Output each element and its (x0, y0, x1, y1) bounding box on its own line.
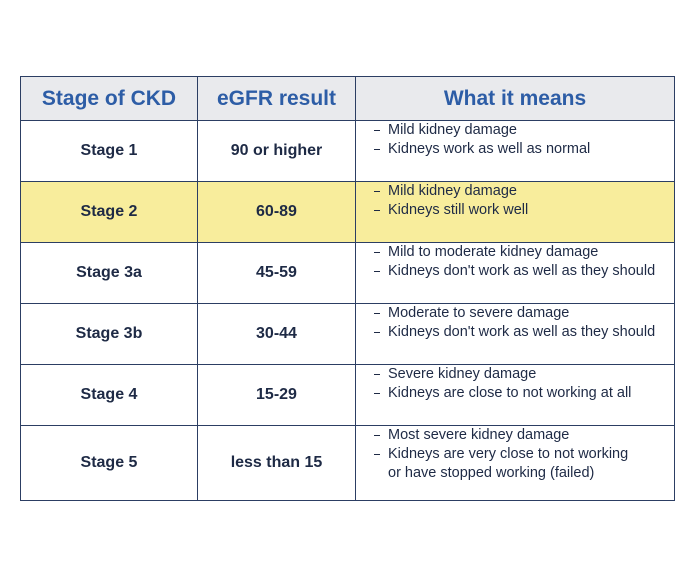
bullet-dash (374, 130, 380, 131)
bullet-dash (374, 313, 380, 314)
header-text: eGFR result (216, 86, 337, 110)
header-text: Stage of CKD (41, 86, 177, 110)
ckd-table: Stage of CKD eGFR result What it means Stag… (20, 76, 675, 501)
stage-cell: Stage 3a (21, 243, 198, 304)
meaning-item: Kidneys don't work as well as they shoul… (374, 323, 655, 342)
meaning-cell: Severe kidney damage Kidneys are close to… (356, 365, 674, 426)
header-text: What it means (443, 86, 587, 110)
meaning-item: Mild to moderate kidney damage (374, 243, 598, 262)
meaning-line: Kidneys don't work as well as they shoul… (388, 263, 656, 279)
meaning-lines: Severe kidney damage (388, 365, 536, 384)
egfr-text: 45-59 (256, 264, 297, 281)
meaning-item: Mild kidney damage (374, 182, 517, 201)
meaning-cell: Mild kidney damage Kidneys work as well a… (356, 121, 674, 182)
bullet-dash (374, 252, 380, 253)
stage-text: Stage 4 (80, 386, 138, 403)
bullet-dash (374, 454, 380, 455)
egfr-cell: 60-89 (198, 182, 356, 243)
meaning-item: Most severe kidney damage (374, 426, 569, 445)
meaning-lines: Kidneys still work well (388, 201, 528, 220)
meaning-lines: Kidneys don't work as well as they shoul… (388, 262, 655, 281)
stage-cell: Stage 1 (21, 121, 198, 182)
meaning-item: Kidneys are very close to not working or … (374, 445, 628, 483)
meaning-line: Kidneys are close to not working at all (388, 385, 632, 401)
meaning-line: or have stopped working (failed) (388, 465, 595, 481)
meaning-cell: Mild kidney damage Kidneys still work wel… (356, 182, 674, 243)
egfr-cell: 90 or higher (198, 121, 356, 182)
bullet-dash (374, 191, 380, 192)
meaning-lines: Mild kidney damage (388, 121, 517, 140)
meaning-line: Severe kidney damage (388, 366, 537, 382)
meaning-line: Kidneys work as well as normal (388, 141, 591, 157)
bullet-dash (374, 374, 380, 375)
meaning-lines: Kidneys are close to not working at all (388, 384, 631, 403)
meaning-item: Moderate to severe damage (374, 304, 569, 323)
header-cell: Stage of CKD (21, 77, 198, 121)
egfr-text: 15-29 (256, 386, 297, 403)
bullet-dash (374, 332, 380, 333)
meaning-lines: Mild kidney damage (388, 182, 517, 201)
meaning-item: Kidneys don't work as well as they shoul… (374, 262, 655, 281)
meaning-lines: Most severe kidney damage (388, 426, 569, 445)
stage-text: Stage 2 (80, 203, 138, 220)
meaning-line: Most severe kidney damage (388, 427, 570, 443)
header-cell: eGFR result (198, 77, 356, 121)
meaning-line: Mild to moderate kidney damage (388, 244, 599, 260)
meaning-line: Kidneys are very close to not working (388, 446, 629, 462)
meaning-item: Kidneys are close to not working at all (374, 384, 631, 403)
egfr-text: 30-44 (256, 325, 297, 342)
bullet-dash (374, 210, 380, 211)
egfr-cell: 15-29 (198, 365, 356, 426)
meaning-line: Moderate to severe damage (388, 305, 570, 321)
meaning-item: Severe kidney damage (374, 365, 536, 384)
meaning-lines: Kidneys don't work as well as they shoul… (388, 323, 655, 342)
meaning-line: Mild kidney damage (388, 122, 517, 138)
stage-text: Stage 3b (75, 325, 143, 342)
meaning-lines: Mild to moderate kidney damage (388, 243, 598, 262)
meaning-item: Mild kidney damage (374, 121, 517, 140)
stage-cell: Stage 5 (21, 426, 198, 500)
meaning-cell: Most severe kidney damage Kidneys are ver… (356, 426, 674, 500)
meaning-item: Kidneys work as well as normal (374, 140, 590, 159)
meaning-line: Kidneys don't work as well as they shoul… (388, 324, 656, 340)
stage-text: Stage 3a (76, 264, 142, 281)
egfr-cell: less than 15 (198, 426, 356, 500)
bullet-dash (374, 271, 380, 272)
meaning-item: Kidneys still work well (374, 201, 528, 220)
stage-text: Stage 5 (80, 454, 138, 471)
bullet-dash (374, 435, 380, 436)
egfr-cell: 30-44 (198, 304, 356, 365)
meaning-cell: Moderate to severe damage Kidneys don't w… (356, 304, 674, 365)
egfr-text: 60-89 (256, 203, 297, 220)
egfr-cell: 45-59 (198, 243, 356, 304)
meaning-cell: Mild to moderate kidney damage Kidneys do… (356, 243, 674, 304)
stage-text: Stage 1 (80, 142, 138, 159)
stage-cell: Stage 4 (21, 365, 198, 426)
stage-cell: Stage 3b (21, 304, 198, 365)
meaning-lines: Kidneys work as well as normal (388, 140, 590, 159)
egfr-text: less than 15 (230, 454, 323, 471)
stage-cell: Stage 2 (21, 182, 198, 243)
bullet-dash (374, 393, 380, 394)
bullet-dash (374, 149, 380, 150)
meaning-lines: Kidneys are very close to not working or … (388, 445, 628, 483)
header-cell: What it means (356, 77, 674, 121)
meaning-lines: Moderate to severe damage (388, 304, 569, 323)
meaning-line: Mild kidney damage (388, 183, 517, 199)
meaning-line: Kidneys still work well (388, 202, 529, 218)
egfr-text: 90 or higher (230, 142, 323, 159)
